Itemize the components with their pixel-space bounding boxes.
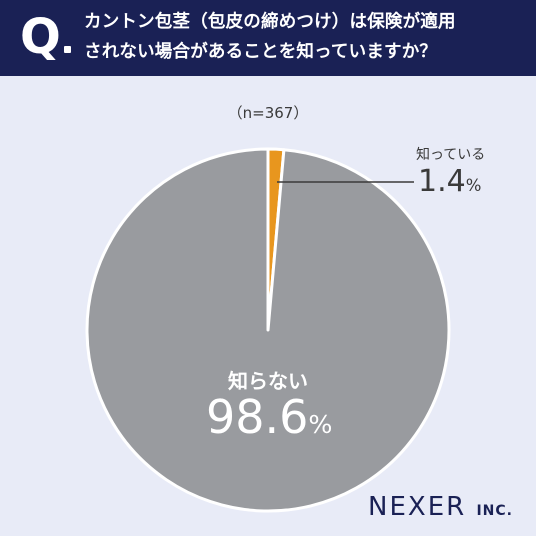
logo-suffix: INC.: [476, 503, 513, 519]
q-dot: [64, 46, 71, 53]
slice-value-unknown-unit: %: [308, 410, 333, 439]
slice-value-unknown: 98.6%: [206, 390, 332, 452]
q-mark: Q: [20, 9, 61, 65]
slice-label-unknown: 知らない: [228, 369, 308, 393]
question-header: Q カントン包茎（包皮の締めつけ）は保険が適用 されない場合があることを知ってい…: [0, 0, 536, 76]
slice-label-known: 知っている: [416, 147, 486, 163]
question-line-2: されない場合があることを知っていますか？: [84, 42, 438, 62]
pie-slice-unknown: [85, 147, 451, 513]
slice-value-known-unit: %: [465, 176, 482, 195]
slice-value-known: 1.4%: [418, 164, 481, 204]
sample-size-label: （n=367）: [227, 104, 309, 122]
slice-value-unknown-number: 98.6: [206, 390, 309, 444]
question-line-1: カントン包茎（包皮の締めつけ）は保険が適用: [84, 12, 456, 32]
nexer-logo: NEXER INC.: [368, 492, 513, 526]
slice-value-known-number: 1.4: [418, 164, 466, 199]
logo-name: NEXER: [368, 492, 467, 522]
